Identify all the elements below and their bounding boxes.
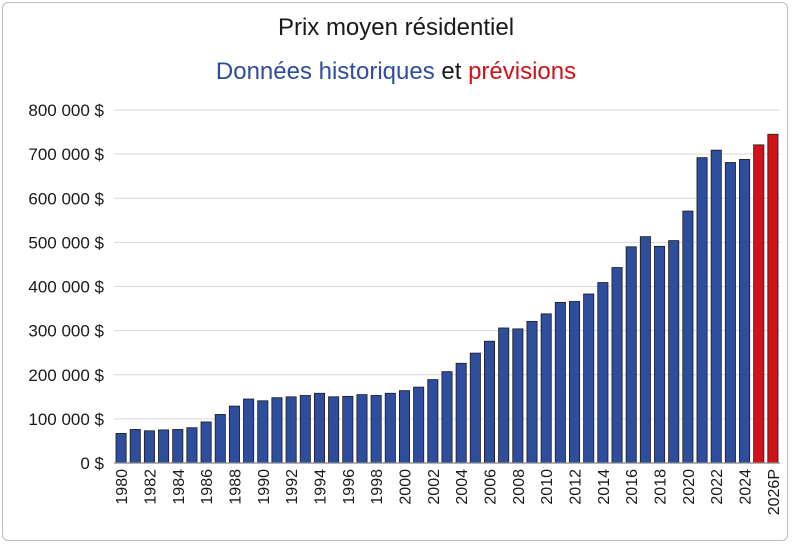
- bar-historical: [540, 313, 552, 464]
- bar-historical: [299, 395, 311, 464]
- bar-historical: [455, 362, 467, 464]
- bar-historical: [257, 400, 269, 464]
- bar-historical: [271, 397, 283, 464]
- y-tick-label: 200 000 $: [28, 366, 104, 385]
- x-tick-label: 2024: [738, 469, 755, 505]
- x-tick-label: 2000: [397, 469, 414, 505]
- subtitle-historical: Données historiques: [215, 58, 435, 85]
- bar-historical: [597, 282, 609, 464]
- bar-historical: [214, 414, 226, 464]
- bar-historical: [356, 394, 368, 464]
- x-tick-label: 2010: [539, 469, 556, 505]
- bar-historical: [186, 427, 198, 464]
- y-tick-label: 400 000 $: [28, 278, 104, 297]
- x-tick-label: 2008: [511, 469, 528, 505]
- bar-historical: [370, 395, 382, 464]
- y-tick-label: 500 000 $: [28, 233, 104, 252]
- y-tick-label: 600 000 $: [28, 189, 104, 208]
- x-tick-label: 2022: [709, 469, 726, 505]
- bar-historical: [625, 246, 637, 464]
- y-tick-label: 700 000 $: [28, 145, 104, 164]
- bar-historical: [143, 430, 155, 464]
- bar-historical: [710, 149, 722, 464]
- x-tick-label: 1992: [284, 469, 301, 505]
- bar-historical: [639, 236, 651, 464]
- bar-historical: [696, 157, 708, 464]
- bar-historical: [498, 327, 510, 464]
- x-tick-label: 2026P: [766, 469, 783, 515]
- bar-historical: [484, 340, 496, 464]
- x-tick-label: 1998: [369, 469, 386, 505]
- subtitle-forecast: prévisions: [468, 58, 577, 85]
- y-tick-label: 300 000 $: [28, 322, 104, 341]
- bar-historical: [512, 328, 524, 464]
- x-tick-label: 1982: [142, 469, 159, 505]
- bar-historical: [739, 159, 751, 464]
- bar-historical: [413, 386, 425, 464]
- bar-historical: [228, 405, 240, 464]
- subtitle-connector: et: [441, 58, 462, 85]
- bar-historical: [469, 352, 481, 464]
- bar-historical: [583, 293, 595, 464]
- y-tick-label: 0 $: [80, 454, 104, 473]
- bar-historical: [427, 379, 439, 464]
- bar-historical: [158, 429, 170, 464]
- x-tick-label: 2004: [454, 469, 471, 505]
- bar-historical: [115, 433, 127, 464]
- bar-historical: [200, 421, 212, 464]
- bar-historical: [611, 267, 623, 464]
- bar-forecast: [767, 133, 779, 464]
- x-tick-label: 1990: [256, 469, 273, 505]
- bar-historical: [441, 371, 453, 464]
- bar-historical: [313, 392, 325, 464]
- bar-historical: [526, 320, 538, 464]
- x-tick-label: 1984: [171, 469, 188, 505]
- bar-historical: [654, 245, 666, 464]
- bar-historical: [724, 162, 736, 464]
- bar-historical: [342, 395, 354, 464]
- x-tick-label: 2014: [596, 469, 613, 505]
- x-tick-label: 1988: [227, 469, 244, 505]
- chart-subtitle: Données historiques et prévisions: [0, 58, 792, 86]
- bar-historical: [668, 240, 680, 464]
- bar-forecast: [753, 144, 765, 464]
- bar-historical: [172, 429, 184, 464]
- x-tick-label: 1986: [199, 469, 216, 505]
- y-tick-label: 800 000 $: [28, 101, 104, 120]
- bar-historical: [682, 210, 694, 464]
- x-tick-label: 1994: [312, 469, 329, 505]
- bar-historical: [398, 390, 410, 464]
- x-tick-label: 2020: [681, 469, 698, 505]
- x-tick-label: 2018: [653, 469, 670, 505]
- chart-title: Prix moyen résidentiel: [277, 14, 515, 41]
- x-tick-label: 2012: [568, 469, 585, 505]
- bar-historical: [243, 398, 255, 464]
- bar-historical: [569, 301, 581, 464]
- bar-historical: [384, 392, 396, 464]
- x-tick-label: 1980: [114, 469, 131, 505]
- x-tick-label: 1996: [341, 469, 358, 505]
- x-tick-label: 2016: [624, 469, 641, 505]
- bar-historical: [129, 429, 141, 464]
- y-tick-label: 100 000 $: [28, 410, 104, 429]
- x-tick-label: 2006: [483, 469, 500, 505]
- bar-historical: [285, 396, 297, 464]
- bar-historical: [328, 396, 340, 464]
- x-tick-label: 2002: [426, 469, 443, 505]
- bar-historical: [554, 301, 566, 464]
